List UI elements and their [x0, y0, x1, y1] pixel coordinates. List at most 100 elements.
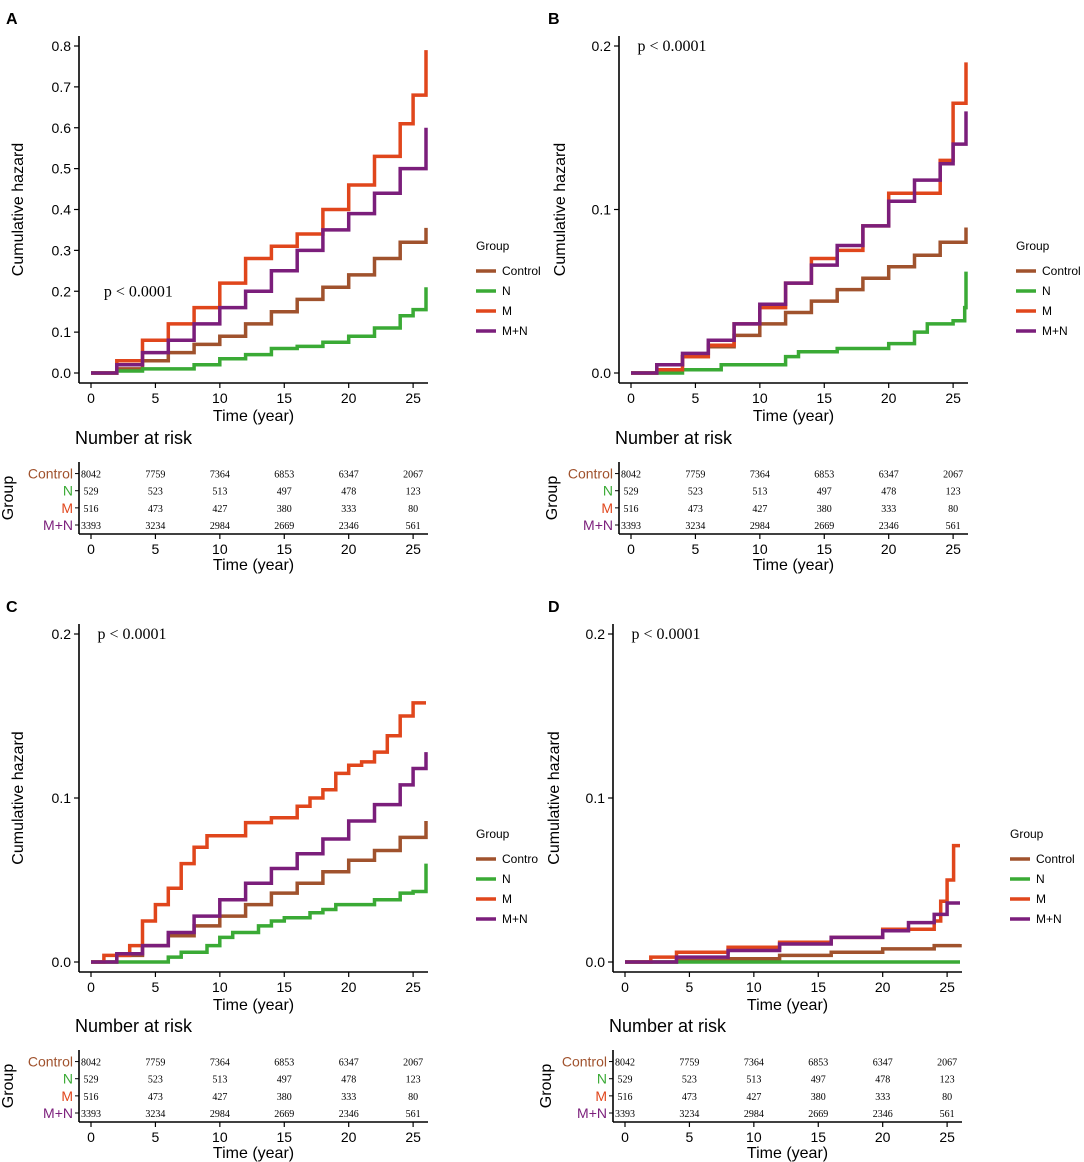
panel-B: B 0.0 0.1 0.2 0 5 10 15 20 25 Time (year) Cumulativ… — [544, 11, 1081, 574]
risk-cell: 516 — [618, 1092, 633, 1103]
risk-x-tick-label: 10 — [212, 541, 228, 557]
y-tick-label: 0.4 — [52, 202, 72, 218]
legend-label: Control — [1042, 264, 1081, 278]
risk-row-label: N — [603, 483, 613, 499]
y-tick-label: 0.2 — [586, 626, 606, 642]
risk-x-tick-label: 10 — [752, 541, 768, 557]
x-tick-label: 5 — [692, 390, 700, 406]
risk-x-tick-label: 5 — [152, 541, 160, 557]
legend-title: Group — [476, 827, 510, 841]
y-tick-label: 0.2 — [592, 38, 612, 54]
risk-cell: 427 — [212, 1092, 227, 1103]
risk-cell: 473 — [148, 504, 163, 515]
risk-row-label: N — [63, 1071, 73, 1087]
risk-x-tick-label: 15 — [816, 541, 832, 557]
risk-x-tick-label: 5 — [686, 1129, 694, 1145]
risk-cell: 2067 — [937, 1058, 957, 1069]
p-value-annotation: p < 0.0001 — [104, 283, 173, 300]
risk-cell: 3393 — [621, 521, 641, 532]
risk-cell: 6853 — [808, 1058, 828, 1069]
risk-x-tick-label: 10 — [746, 1129, 762, 1145]
risk-cell: 529 — [624, 487, 639, 498]
risk-cell: 2669 — [808, 1109, 828, 1120]
y-axis-label: Cumulative hazard — [552, 143, 569, 276]
risk-cell: 523 — [682, 1075, 697, 1086]
x-axis-label: Time (year) — [213, 408, 294, 425]
risk-row-label: M+N — [43, 1105, 73, 1121]
risk-cell: 3234 — [145, 521, 165, 532]
y-tick-label: 0.1 — [52, 324, 72, 340]
x-tick-label: 5 — [152, 390, 160, 406]
x-tick-label: 5 — [152, 979, 160, 995]
p-value-annotation: p < 0.0001 — [637, 38, 706, 55]
risk-cell: 473 — [682, 1092, 697, 1103]
series-line-n — [91, 287, 428, 375]
risk-cell: 7364 — [210, 1058, 230, 1069]
risk-row-label: M — [601, 500, 613, 516]
legend-title: Group — [1010, 827, 1044, 841]
legend-label: M — [1036, 892, 1046, 906]
risk-x-tick-label: 0 — [87, 1129, 95, 1145]
risk-cell: 6347 — [339, 470, 359, 481]
y-tick-label: 0.1 — [586, 790, 606, 806]
p-value-annotation: p < 0.0001 — [97, 626, 166, 643]
risk-cell: 3234 — [679, 1109, 699, 1120]
risk-cell: 523 — [148, 1075, 163, 1086]
y-tick-label: 0.2 — [52, 626, 72, 642]
risk-cell: 333 — [341, 504, 356, 515]
risk-x-tick-label: 5 — [692, 541, 700, 557]
risk-cell: 123 — [406, 487, 421, 498]
risk-cell: 478 — [881, 487, 896, 498]
risk-cell: 3393 — [81, 521, 101, 532]
series-line-mplusn — [631, 111, 968, 375]
risk-cell: 2669 — [274, 521, 294, 532]
legend-label: M — [1042, 304, 1052, 318]
x-tick-label: 15 — [276, 979, 292, 995]
risk-cell: 478 — [341, 487, 356, 498]
risk-cell: 497 — [817, 487, 832, 498]
legend-label: N — [1036, 872, 1045, 886]
legend-label: Contro — [502, 852, 538, 866]
risk-cell: 6853 — [814, 470, 834, 481]
series-line-control — [91, 227, 428, 375]
risk-cell: 80 — [942, 1092, 952, 1103]
risk-cell: 561 — [940, 1109, 955, 1120]
risk-cell: 7364 — [210, 470, 230, 481]
p-value-annotation: p < 0.0001 — [631, 626, 700, 643]
x-tick-label: 10 — [212, 390, 228, 406]
x-axis-label: Time (year) — [753, 408, 834, 425]
risk-x-tick-label: 25 — [405, 1129, 421, 1145]
risk-cell: 3393 — [81, 1109, 101, 1120]
x-tick-label: 10 — [746, 979, 762, 995]
risk-cell: 516 — [84, 1092, 99, 1103]
risk-cell: 427 — [746, 1092, 761, 1103]
risk-cell: 2984 — [210, 1109, 230, 1120]
x-tick-label: 15 — [816, 390, 832, 406]
y-tick-label: 0.0 — [52, 365, 72, 381]
x-tick-label: 5 — [686, 979, 694, 995]
risk-cell: 523 — [148, 487, 163, 498]
legend-label: M+N — [502, 324, 528, 338]
risk-cell: 333 — [875, 1092, 890, 1103]
y-tick-label: 0.7 — [52, 79, 72, 95]
risk-x-axis-label: Time (year) — [213, 1145, 294, 1162]
series-line-mplusn — [625, 901, 960, 964]
risk-x-tick-label: 25 — [945, 541, 961, 557]
legend-title: Group — [476, 239, 510, 253]
x-tick-label: 25 — [405, 979, 421, 995]
risk-cell: 6347 — [879, 470, 899, 481]
risk-x-tick-label: 0 — [621, 1129, 629, 1145]
risk-table-title: Number at risk — [615, 428, 733, 448]
risk-cell: 8042 — [615, 1058, 635, 1069]
risk-table-title: Number at risk — [75, 1016, 193, 1036]
risk-cell: 529 — [84, 487, 99, 498]
risk-cell: 380 — [277, 504, 292, 515]
risk-cell: 513 — [212, 487, 227, 498]
risk-cell: 473 — [148, 1092, 163, 1103]
risk-cell: 513 — [746, 1075, 761, 1086]
risk-table: Number at risk Control 8042 7759 7364 6853 634… — [544, 428, 968, 574]
risk-x-tick-label: 20 — [341, 541, 357, 557]
x-tick-label: 25 — [405, 390, 421, 406]
risk-cell: 513 — [752, 487, 767, 498]
x-tick-label: 25 — [939, 979, 955, 995]
